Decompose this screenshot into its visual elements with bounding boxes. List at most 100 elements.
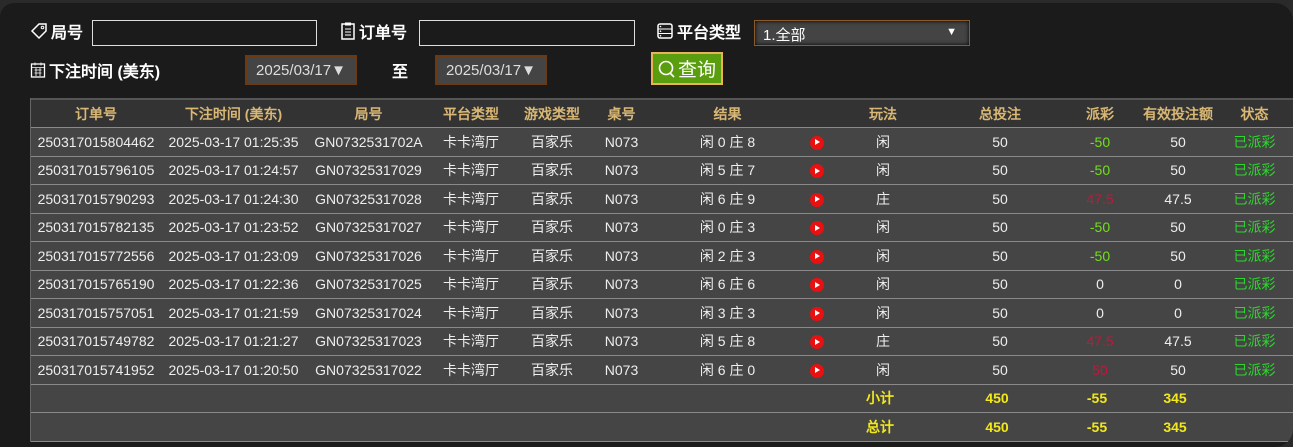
table-cell: 卡卡湾厅 (443, 333, 499, 350)
to-label: 至 (392, 64, 409, 81)
play-video-icon[interactable] (809, 135, 824, 150)
grandtotal-valid-bet: 345 (1163, 418, 1187, 435)
table-row[interactable]: 250317015804462 2025-03-17 01:25:35 GN0732… (31, 128, 1293, 157)
date-from-picker[interactable]: 2025/03/17▼ (245, 55, 357, 85)
table-cell: 百家乐 (531, 361, 573, 378)
platform-label: 平台类型 (656, 19, 741, 43)
play-video-icon[interactable] (809, 221, 824, 236)
table-cell: 50 (992, 162, 1008, 179)
round-input[interactable] (92, 20, 317, 46)
grandtotal-label: 总计 (866, 418, 894, 435)
table-cell: N073 (604, 190, 639, 207)
video-cell (805, 248, 828, 264)
subtotal-label: 小计 (866, 390, 894, 407)
table-cell: -50 (1089, 219, 1111, 236)
query-button[interactable]: 查询 (651, 52, 723, 85)
table-cell: 卡卡湾厅 (443, 304, 499, 321)
grandtotal-payout: -55 (1086, 418, 1108, 435)
video-cell (805, 219, 828, 236)
play-video-icon[interactable] (809, 363, 824, 378)
column-header: 派彩 (1086, 105, 1114, 122)
grandtotal-total-bet: 450 (985, 418, 1009, 435)
table-cell: N073 (604, 133, 639, 150)
order-label: 订单号 (340, 19, 407, 43)
table-cell: 闲 5 庄 7 (699, 162, 756, 179)
table-row[interactable]: 250317015796105 2025-03-17 01:24:57 GN0732… (31, 156, 1293, 185)
table-cell: N073 (604, 276, 639, 293)
video-cell (805, 333, 828, 350)
table-cell: 已派彩 (1233, 133, 1276, 150)
table-header: 订单号 下注时间 (美东) 局号 平台类型 游戏类型 桌号 结果 玩法 总投注 派彩 有效投注额 状态 (31, 98, 1293, 128)
table-cell: 闲 (876, 162, 890, 179)
table-cell: 50 (992, 304, 1008, 321)
table-cell: 47.5 (1164, 190, 1192, 207)
table-cell: 百家乐 (531, 333, 573, 350)
table-cell: 卡卡湾厅 (443, 361, 499, 378)
table-row[interactable]: 250317015757051 2025-03-17 01:21:59 GN0732… (31, 299, 1293, 328)
table-row[interactable]: 250317015741952 2025-03-17 01:20:50 GN0732… (31, 356, 1293, 385)
time-label: 下注时间 (美东) (30, 58, 160, 82)
play-video-icon[interactable] (809, 164, 824, 179)
table-cell: N073 (604, 247, 639, 264)
table-cell: 已派彩 (1233, 304, 1276, 321)
table-row[interactable]: 250317015765190 2025-03-17 01:22:36 GN0732… (31, 270, 1293, 299)
play-video-icon[interactable] (809, 192, 824, 207)
order-id: 250317015772556 (37, 247, 155, 264)
order-input[interactable] (419, 20, 635, 46)
table-cell: GN07325317026 (315, 247, 422, 264)
play-video-icon[interactable] (809, 306, 824, 321)
table-cell: 已派彩 (1233, 219, 1276, 236)
date-to-picker[interactable]: 2025/03/17▼ (435, 55, 547, 85)
table-cell: GN07325317024 (315, 304, 422, 321)
table-row[interactable]: 250317015790293 2025-03-17 01:24:30 GN0732… (31, 185, 1293, 214)
order-id: 250317015782135 (37, 219, 155, 236)
subtotal-total-bet: 450 (985, 390, 1009, 407)
video-cell (805, 134, 828, 150)
play-video-icon[interactable] (809, 335, 824, 350)
table-cell: 50 (992, 361, 1008, 378)
table-cell: 庄 (876, 333, 890, 350)
column-header: 桌号 (607, 105, 636, 122)
table-cell: 百家乐 (531, 162, 573, 179)
table-cell: 卡卡湾厅 (443, 276, 499, 293)
play-video-icon[interactable] (809, 278, 824, 293)
table-cell: 50 (992, 247, 1008, 264)
table-cell: 闲 6 庄 0 (699, 361, 756, 378)
table-cell: 0 (1096, 276, 1104, 293)
column-header: 总投注 (979, 105, 1021, 122)
table-cell: GN0732531702A (314, 133, 423, 150)
table-cell: GN07325317027 (315, 219, 422, 236)
table-cell: 2025-03-17 01:25:35 (168, 133, 299, 150)
table-cell: 卡卡湾厅 (443, 133, 499, 150)
table-cell: 闲 3 庄 3 (699, 304, 756, 321)
video-cell (805, 305, 828, 321)
table-row[interactable]: 250317015749782 2025-03-17 01:21:27 GN0732… (31, 327, 1293, 356)
order-id: 250317015741952 (37, 361, 155, 378)
table-cell: -50 (1089, 162, 1111, 179)
platform-select[interactable]: 1.全部 ▼ (754, 20, 970, 46)
search-icon (658, 60, 675, 78)
subtotal-row: 小计 450 -55 345 (31, 384, 1293, 413)
table-cell: 已派彩 (1233, 361, 1276, 378)
table-row[interactable]: 250317015782135 2025-03-17 01:23:52 GN0732… (31, 213, 1293, 242)
table-cell: N073 (604, 219, 639, 236)
table-cell: 50 (1092, 361, 1108, 378)
bet-record-panel: 局号 订单号 平台类型 1.全部 ▼ 下注时间 (美东) 2025/03/17▼… (0, 3, 1293, 447)
column-header: 状态 (1240, 105, 1269, 122)
table-cell: 卡卡湾厅 (443, 162, 499, 179)
table-row[interactable]: 250317015772556 2025-03-17 01:23:09 GN0732… (31, 242, 1293, 271)
table-cell: -50 (1089, 247, 1111, 264)
order-id: 250317015804462 (37, 133, 155, 150)
table-cell: -50 (1089, 133, 1111, 150)
play-video-icon[interactable] (809, 249, 824, 264)
column-header: 游戏类型 (524, 105, 580, 122)
table-cell: 47.5 (1164, 333, 1192, 350)
video-cell (805, 362, 828, 378)
table-cell: 闲 (876, 276, 890, 293)
table-cell: GN07325317028 (315, 190, 422, 207)
table-cell: 47.5 (1086, 190, 1114, 207)
table-cell: GN07325317022 (315, 361, 422, 378)
chevron-down-icon: ▼ (946, 26, 957, 38)
column-header: 有效投注额 (1143, 105, 1213, 122)
table-cell: 50 (992, 219, 1008, 236)
